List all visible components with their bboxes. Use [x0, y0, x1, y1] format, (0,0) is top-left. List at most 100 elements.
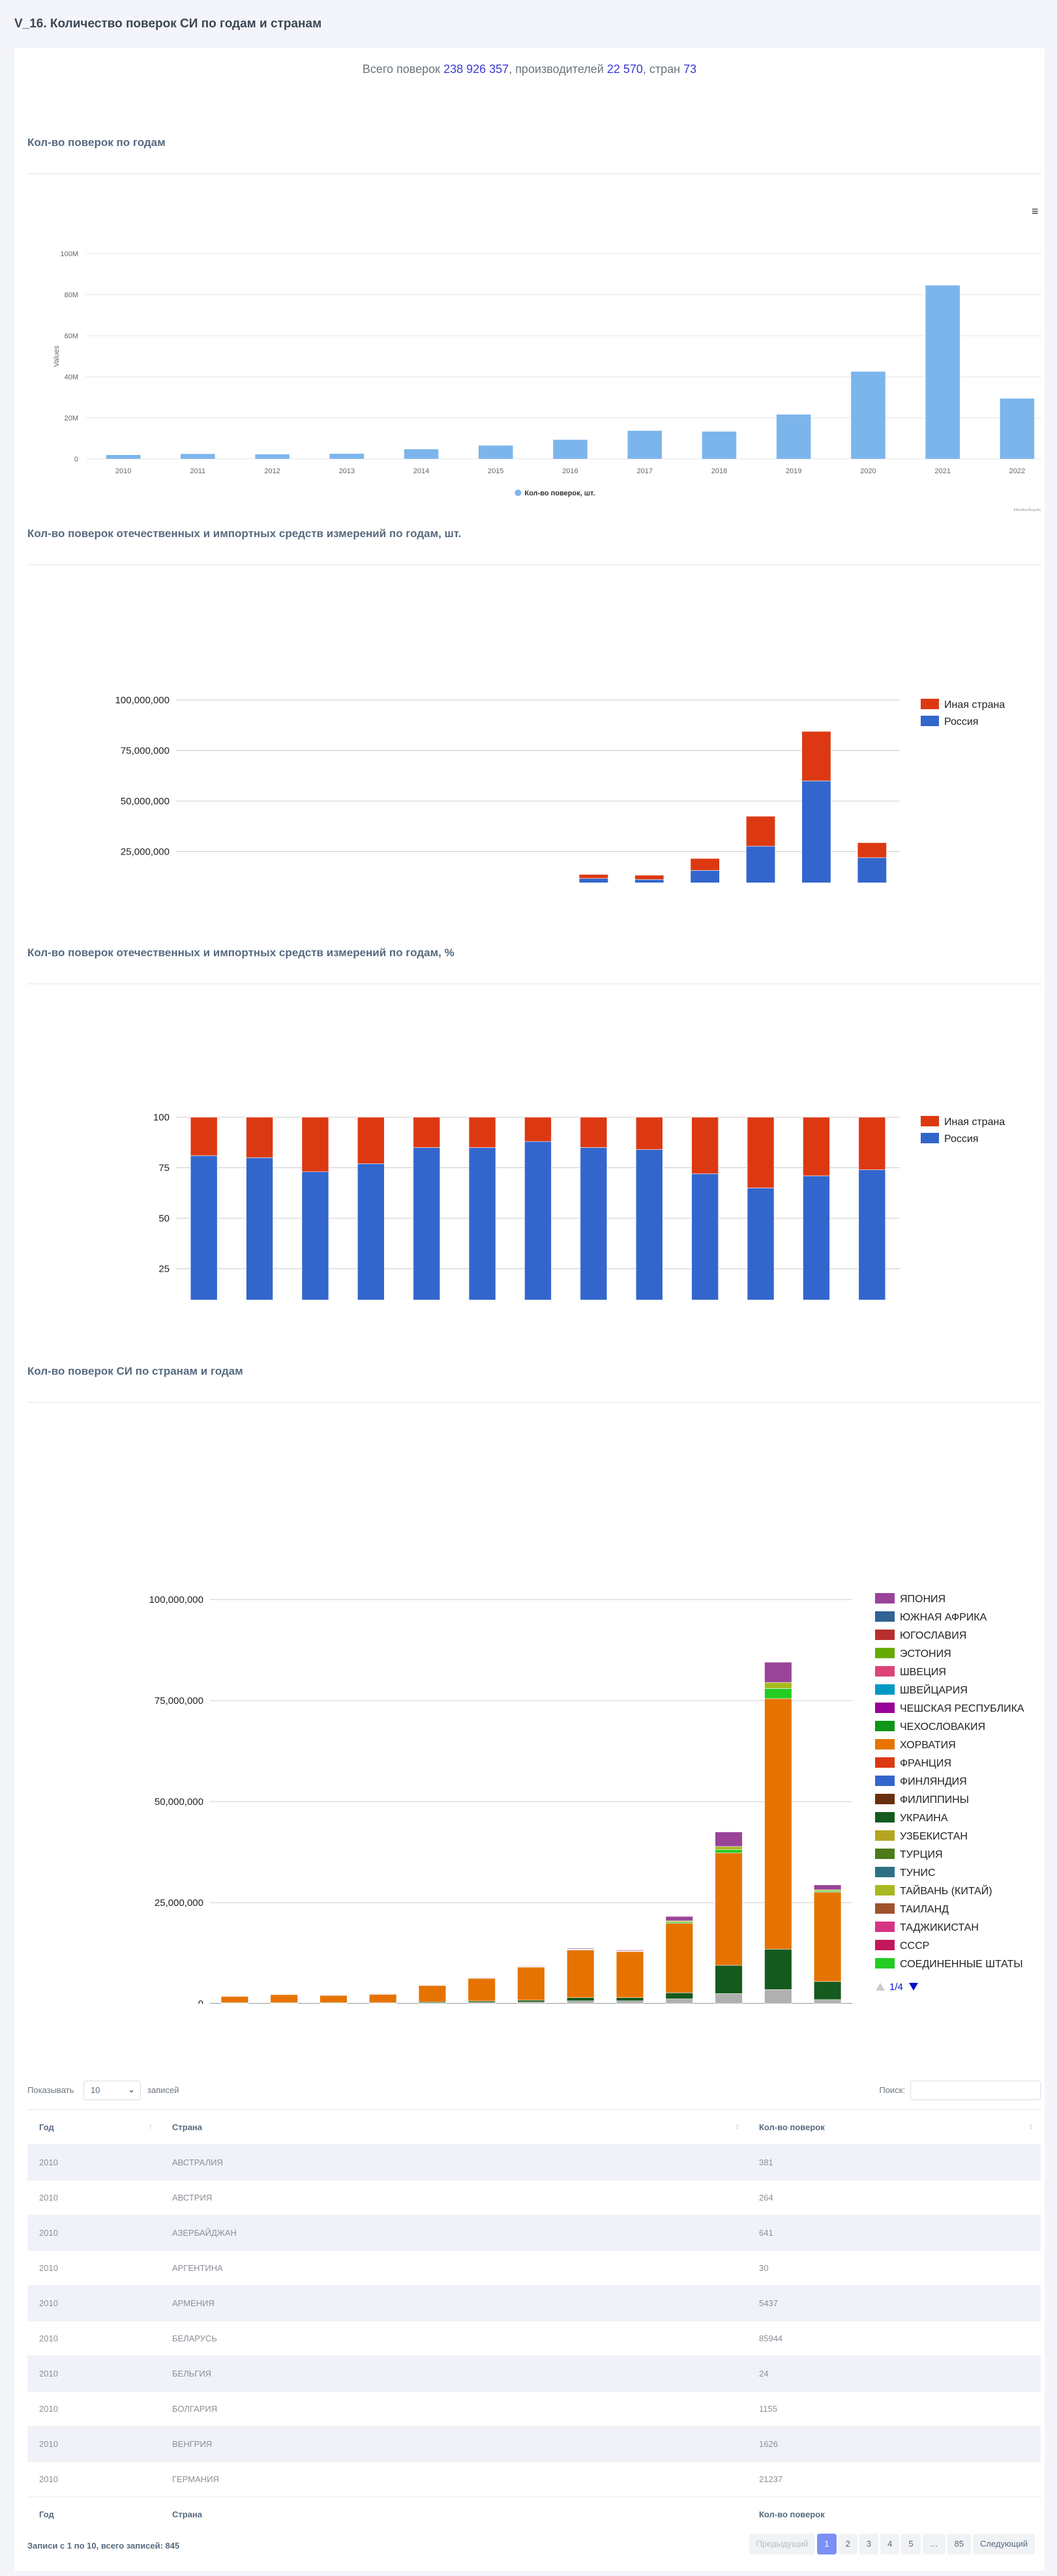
page-button-85[interactable]: 85: [947, 2534, 972, 2554]
bar-segment: [517, 1967, 545, 2001]
y-tick-label: 20M: [65, 415, 78, 422]
bar-segment: [665, 1916, 693, 1922]
bar: [1000, 398, 1035, 459]
cell-year: 2010: [27, 2320, 160, 2356]
bar-segment: [468, 2000, 496, 2003]
legend-swatch: [875, 1593, 895, 1603]
bar: [627, 430, 662, 459]
bar-segment: [813, 1892, 842, 1982]
divider: [27, 173, 1041, 174]
bar: [553, 439, 588, 459]
bar-segment: [580, 1147, 608, 1300]
legend-label: СОЕДИНЕННЫЕ ШТАТЫ: [900, 1959, 1023, 1970]
bar-segment: [857, 842, 887, 858]
bar-segment: [690, 858, 720, 871]
legend-label: ТАИЛАНД: [900, 1904, 949, 1915]
column-header-country[interactable]: Страна ↕: [160, 2109, 747, 2145]
data-table: Год ↑ Страна ↕ Кол-во поверок ↕ 2010 АВСТРАЛ…: [27, 2109, 1041, 2532]
legend-label: ТУРЦИЯ: [900, 1849, 943, 1860]
bar-segment: [246, 1117, 273, 1158]
bar-segment: [665, 1998, 693, 2004]
page-button-5[interactable]: 5: [901, 2534, 921, 2554]
y-tick-label: 100: [153, 1112, 170, 1123]
bar-segment: [635, 1149, 663, 1300]
bar-segment: [517, 2002, 545, 2004]
next-page-button[interactable]: Следующий: [973, 2534, 1035, 2554]
bar-segment: [691, 1117, 719, 1175]
bar-segment: [369, 1994, 397, 2003]
legend-swatch: [875, 1867, 895, 1877]
bar-segment: [567, 2000, 595, 2004]
column-header-year[interactable]: Год ↑: [27, 2109, 160, 2145]
y-tick-label: 75: [158, 1163, 170, 1174]
legend-label: ЭСТОНИЯ: [900, 1648, 951, 1660]
bar-segment: [517, 2000, 545, 2002]
bar-segment: [858, 1169, 886, 1300]
legend-label: Иная страна: [944, 1117, 1005, 1128]
table-row: 2010 АРМЕНИЯ 5437: [27, 2285, 1041, 2321]
bar-segment: [746, 845, 776, 883]
sort-icon: ↕: [1029, 2122, 1033, 2131]
bar-segment: [580, 1117, 608, 1148]
legend-label: ФРАНЦИЯ: [900, 1758, 951, 1769]
legend-swatch: [875, 1739, 895, 1749]
summary-countries-label: , стран: [642, 63, 681, 76]
legend-label: Россия: [944, 1134, 978, 1145]
bar-segment: [715, 1965, 743, 1994]
page-size-select[interactable]: 10 ⌄: [83, 2081, 141, 2100]
legend-swatch: [875, 1721, 895, 1731]
cell-count: 24: [747, 2356, 1041, 2392]
legend-label: ХОРВАТИЯ: [900, 1740, 956, 1751]
x-tick-label: 2015: [488, 467, 503, 475]
legend-label: Россия: [944, 716, 978, 727]
cell-count: 5437: [747, 2285, 1041, 2321]
legend-page-indicator: 1/4: [889, 1982, 903, 1993]
bar-segment: [764, 1682, 792, 1689]
legend-swatch: [875, 1849, 895, 1859]
summary-line: Всего поверок 238 926 357, производителе…: [14, 63, 1045, 76]
cell-count: 381: [747, 2144, 1041, 2180]
page-button-2[interactable]: 2: [838, 2534, 857, 2554]
legend-label: ЮЖНАЯ АФРИКА: [900, 1612, 987, 1623]
legend-label: ЯПОНИЯ: [900, 1594, 945, 1605]
y-tick-label: 50: [158, 1213, 170, 1224]
cell-year: 2010: [27, 2461, 160, 2497]
legend-label: ФИЛИППИНЫ: [900, 1794, 969, 1806]
bar-segment: [764, 1948, 792, 1990]
legend-label: СССР: [900, 1940, 929, 1952]
search-input[interactable]: [910, 2081, 1041, 2100]
legend-marker: [514, 490, 522, 496]
y-tick-label: 0: [74, 456, 78, 463]
cell-year: 2010: [27, 2356, 160, 2392]
legend-swatch: [921, 1116, 939, 1126]
footer-country: Страна: [160, 2496, 747, 2532]
bar: [181, 454, 215, 459]
divider: [27, 564, 1041, 565]
bar-segment: [567, 1948, 595, 1950]
y-tick-label: 100,000,000: [149, 1594, 203, 1605]
legend-label: УКРАИНА: [900, 1813, 948, 1824]
column-header-count[interactable]: Кол-во поверок ↕: [747, 2109, 1041, 2145]
bar-segment: [746, 815, 776, 847]
chart-domestic-import-percent: 0255075100201020112012201320142015201620…: [153, 1112, 1005, 1300]
bar-segment: [270, 1994, 298, 2003]
section-title-3: Кол-во поверок отечественных и импортных…: [27, 946, 454, 959]
x-tick-label: 2020: [860, 467, 876, 475]
legend-swatch: [875, 1812, 895, 1822]
table-row: 2010 АВСТРИЯ 264: [27, 2180, 1041, 2216]
page-button-4[interactable]: 4: [880, 2534, 900, 2554]
cell-year: 2010: [27, 2180, 160, 2216]
bar-segment: [190, 1155, 218, 1300]
section-title-4: Кол-во поверок СИ по странам и годам: [27, 1365, 243, 1377]
bar-segment: [616, 1951, 644, 1998]
legend-label: ШВЕЙЦАРИЯ: [900, 1684, 968, 1696]
page-button-3[interactable]: 3: [859, 2534, 879, 2554]
bar-segment: [801, 780, 831, 883]
bar-segment: [813, 1981, 842, 2000]
prev-page-button[interactable]: Предыдущий: [749, 2534, 816, 2554]
bar-segment: [357, 1164, 385, 1300]
legend-swatch: [875, 1776, 895, 1786]
chart-menu-icon[interactable]: ≡: [1032, 205, 1039, 218]
bar-segment: [715, 1832, 743, 1847]
page-button-1[interactable]: 1: [817, 2534, 837, 2554]
